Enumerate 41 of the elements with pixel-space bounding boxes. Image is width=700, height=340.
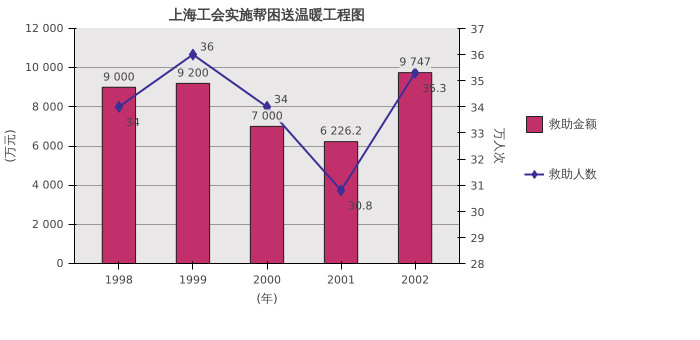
chart-title: 上海工会实施帮困送温暖工程图 <box>168 6 365 24</box>
point <box>188 48 198 61</box>
bar <box>250 126 284 264</box>
legend-label: 救助人数 <box>549 166 597 182</box>
y2-axis-title: 万人次 <box>492 128 506 164</box>
point <box>336 184 346 196</box>
y-tick-label: 12 000 <box>25 22 64 35</box>
legend-label: 救助金额 <box>549 116 597 132</box>
x-tick-label: 2002 <box>401 274 430 286</box>
y-tick-label: 8 000 <box>32 100 64 114</box>
y-tick-label: 10 000 <box>25 61 64 74</box>
y2-tick-label: 37 <box>470 23 484 36</box>
y2-tick-label: 29 <box>470 232 484 245</box>
y2-tick-label: 33 <box>470 127 484 140</box>
x-tick-label: 2001 <box>327 274 356 286</box>
data-label: 9 747 <box>399 56 431 69</box>
y2-tick-label: 36 <box>470 49 484 62</box>
data-label: 34 <box>274 92 288 106</box>
bar <box>176 82 210 264</box>
y-tick-label: 0 <box>56 257 64 270</box>
x-tick-label: 1999 <box>178 274 207 286</box>
y2-tick-label: 28 <box>470 258 484 271</box>
y-tick-label: 6 000 <box>32 140 64 152</box>
data-label: 7 000 <box>251 109 283 122</box>
y-axis-title: (万元) <box>3 129 18 163</box>
y-tick-label: 4 000 <box>32 178 64 192</box>
data-label: 9 200 <box>177 66 209 80</box>
x-tick-label: 1998 <box>104 274 133 286</box>
y2-tick-label: 30 <box>470 206 484 219</box>
data-label: 9 000 <box>103 70 135 84</box>
y2-tick-label: 31 <box>470 180 484 193</box>
point <box>410 66 420 79</box>
data-label: 36 <box>200 40 214 54</box>
y-tick-label: 2 000 <box>32 218 64 231</box>
y2-tick-label: 34 <box>470 101 484 114</box>
y2-tick-label: 35 <box>470 75 484 88</box>
point <box>114 100 124 113</box>
y2-tick-label: 32 <box>470 154 484 167</box>
x-tick-label: 2000 <box>253 274 282 286</box>
x-axis-title: (年) <box>256 292 278 306</box>
data-label: 6 226.2 <box>320 124 362 138</box>
